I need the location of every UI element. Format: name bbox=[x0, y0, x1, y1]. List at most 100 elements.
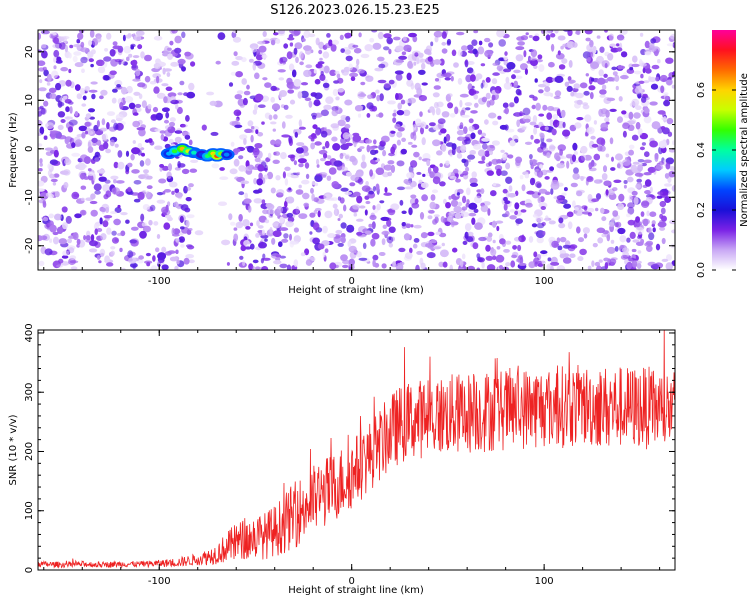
heatmap-noise-cell bbox=[496, 30, 505, 38]
heatmap-noise-cell bbox=[381, 135, 390, 143]
heatmap-noise-cell bbox=[365, 75, 374, 82]
heatmap-noise-cell bbox=[610, 167, 616, 171]
heatmap-noise-cell bbox=[80, 47, 89, 53]
heatmap-noise-cell bbox=[168, 181, 178, 188]
heatmap-noise-cell bbox=[437, 118, 446, 125]
heatmap-noise-cell bbox=[528, 35, 533, 38]
heatmap-noise-cell bbox=[72, 55, 78, 63]
heatmap-noise-cell bbox=[457, 78, 463, 85]
heatmap-noise-cell bbox=[68, 52, 72, 59]
heatmap-noise-cell bbox=[664, 95, 671, 101]
heatmap-noise-cell bbox=[117, 150, 123, 158]
heatmap-noise-cell bbox=[588, 85, 596, 91]
heatmap-noise-cell bbox=[633, 112, 641, 119]
heatmap-noise-cell bbox=[324, 248, 329, 253]
heatmap-noise-cell bbox=[57, 124, 64, 130]
heatmap-noise-cell bbox=[119, 247, 123, 253]
heatmap-noise-cell bbox=[585, 37, 591, 42]
heatmap-noise-cell bbox=[322, 51, 330, 59]
heatmap-noise-cell bbox=[605, 153, 610, 158]
heatmap-noise-cell bbox=[600, 108, 608, 115]
heatmap-noise-cell bbox=[267, 152, 272, 159]
heatmap-noise-cell bbox=[641, 142, 647, 146]
heatmap-noise-cell bbox=[538, 64, 545, 72]
heatmap-noise-cell bbox=[90, 234, 95, 242]
heatmap-noise-cell bbox=[154, 145, 163, 150]
heatmap-noise-cell bbox=[419, 111, 423, 117]
heatmap-noise-cell bbox=[484, 150, 490, 157]
heatmap-noise-cell bbox=[525, 202, 533, 208]
heatmap-noise-cell bbox=[445, 160, 450, 166]
heatmap-noise-cell bbox=[606, 234, 610, 242]
heatmap-noise-cell bbox=[257, 164, 265, 172]
heatmap-noise-cell bbox=[572, 42, 578, 48]
heatmap-noise-cell bbox=[162, 107, 170, 112]
heatmap-noise-cell bbox=[324, 160, 332, 166]
heatmap-noise-cell bbox=[466, 187, 471, 196]
heatmap-noise-cell bbox=[337, 77, 344, 84]
heatmap-noise-cell bbox=[330, 43, 337, 52]
heatmap-noise-cell bbox=[84, 130, 88, 135]
heatmap-noise-cell bbox=[87, 168, 92, 172]
heatmap-noise-cell bbox=[258, 242, 267, 249]
y-tick-label: 10 bbox=[24, 94, 35, 107]
heatmap-noise-cell bbox=[167, 126, 176, 134]
heatmap-noise-cell bbox=[274, 139, 282, 147]
heatmap-noise-cell bbox=[337, 218, 341, 221]
heatmap-noise-cell bbox=[188, 259, 195, 264]
heatmap-noise-cell bbox=[145, 252, 151, 257]
heatmap-noise-cell bbox=[637, 164, 643, 172]
heatmap-noise-cell bbox=[576, 99, 583, 105]
heatmap-noise-cell bbox=[415, 264, 420, 270]
heatmap-noise-cell bbox=[432, 92, 440, 98]
heatmap-noise-cell bbox=[71, 191, 80, 200]
heatmap-noise-cell bbox=[257, 132, 264, 137]
heatmap-noise-cell bbox=[185, 115, 190, 122]
heatmap-noise-cell bbox=[464, 102, 473, 107]
heatmap-noise-cell bbox=[339, 34, 344, 41]
heatmap-noise-cell bbox=[49, 224, 57, 233]
heatmap-noise-cell bbox=[530, 134, 534, 140]
heatmap-noise-cell bbox=[538, 84, 547, 88]
heatmap-noise-cell bbox=[68, 101, 74, 105]
heatmap-noise-cell bbox=[403, 233, 411, 241]
heatmap-noise-cell bbox=[432, 139, 441, 147]
heatmap-noise-cell bbox=[285, 114, 293, 119]
heatmap-noise-cell bbox=[472, 48, 478, 55]
heatmap-noise-cell bbox=[145, 158, 151, 166]
heatmap-noise-cell bbox=[421, 137, 426, 146]
heatmap-noise-cell bbox=[169, 40, 174, 46]
heatmap-noise-cell bbox=[279, 227, 289, 231]
heatmap-noise-cell bbox=[366, 102, 374, 110]
heatmap-noise-cell bbox=[459, 136, 466, 141]
heatmap-noise-cell bbox=[452, 247, 458, 253]
heatmap-noise-cell bbox=[542, 147, 549, 152]
heatmap-noise-cell bbox=[289, 233, 292, 241]
heatmap-noise-cell bbox=[181, 31, 186, 39]
heatmap-noise-cell bbox=[623, 184, 627, 189]
heatmap-noise-cell bbox=[590, 135, 596, 140]
heatmap-noise-cell bbox=[242, 260, 246, 267]
heatmap-noise-cell bbox=[531, 223, 538, 228]
heatmap-noise-cell bbox=[110, 250, 115, 256]
heatmap-noise-cell bbox=[340, 254, 348, 262]
heatmap-noise-cell bbox=[252, 147, 260, 156]
heatmap-noise-cell bbox=[375, 167, 385, 175]
heatmap-noise-cell bbox=[606, 97, 616, 102]
heatmap-noise-cell bbox=[464, 138, 471, 145]
heatmap-noise-cell bbox=[441, 48, 448, 54]
heatmap-noise-cell bbox=[81, 68, 85, 74]
heatmap-noise-cell bbox=[63, 181, 69, 189]
heatmap-noise-cell bbox=[241, 57, 247, 63]
heatmap-noise-cell bbox=[420, 232, 428, 239]
heatmap-noise-cell bbox=[644, 51, 652, 56]
heatmap-noise-cell bbox=[641, 96, 647, 103]
heatmap-noise-cell bbox=[427, 166, 432, 174]
heatmap-noise-cell bbox=[188, 183, 194, 188]
heatmap-noise-cell bbox=[353, 191, 361, 197]
heatmap-noise-cell bbox=[649, 101, 658, 106]
heatmap-noise-cell bbox=[71, 152, 81, 157]
heatmap-noise-cell bbox=[618, 193, 625, 202]
heatmap-noise-cell bbox=[137, 82, 146, 88]
heatmap-noise-cell bbox=[357, 68, 365, 74]
